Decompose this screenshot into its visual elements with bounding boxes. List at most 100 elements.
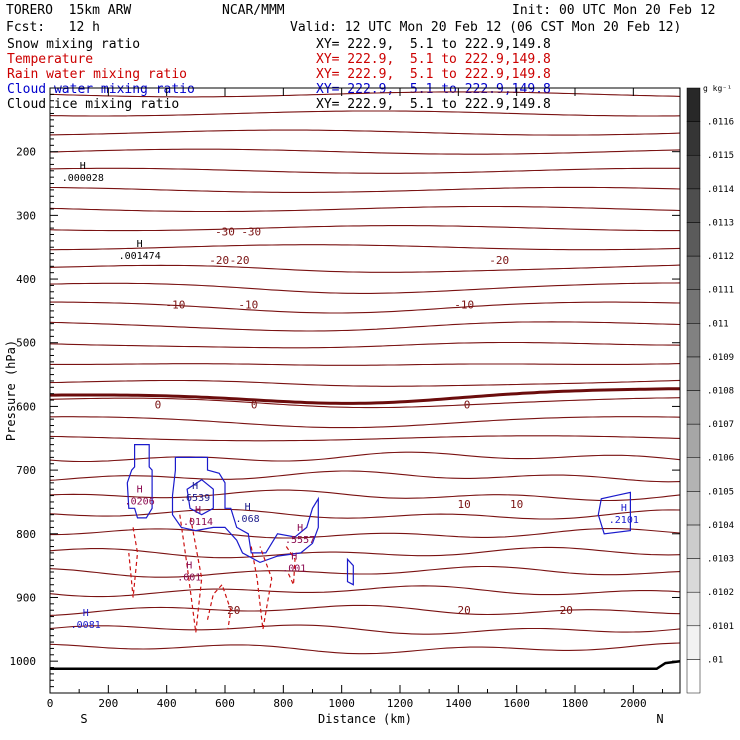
isotherm-label: -20 xyxy=(489,254,509,267)
temperature-contour xyxy=(50,301,681,314)
x-tick-label: 1000 xyxy=(328,697,355,710)
temperature-contour xyxy=(49,470,681,483)
temperature-contour xyxy=(49,642,681,655)
temperature-contour xyxy=(49,205,681,213)
colorbar-bin xyxy=(686,591,701,627)
maximum-marker: H xyxy=(245,502,251,513)
field-name: Temperature xyxy=(7,52,94,67)
field-section-coords: XY= 222.9, 5.1 to 222.9,149.8 xyxy=(316,37,551,52)
center-label: NCAR/MMM xyxy=(222,3,285,18)
field-section-coords: XY= 222.9, 5.1 to 222.9,149.8 xyxy=(316,97,551,112)
temperature-contour xyxy=(49,379,681,387)
valid-time: Valid: 12 UTC Mon 20 Feb 12 (06 CST Mon … xyxy=(290,20,682,35)
isotherm-label: -20 xyxy=(209,254,229,267)
temperature-contour xyxy=(49,129,681,136)
rain-water-contour xyxy=(285,546,296,585)
colorbar-tick-label: .0112 xyxy=(707,252,734,262)
plot-frame xyxy=(49,87,681,694)
isotherm-label: -10 xyxy=(238,299,258,312)
field-section-coords: XY= 222.9, 5.1 to 222.9,149.8 xyxy=(316,67,551,82)
temperature-contour xyxy=(50,528,681,539)
x-tick-label: 1800 xyxy=(562,697,589,710)
colorbar-bin xyxy=(686,188,701,223)
temperature-contour xyxy=(49,604,681,616)
x-axis-label: Distance (km) xyxy=(318,712,412,726)
colorbar-tick-label: .0102 xyxy=(707,588,734,598)
colorbar-bin xyxy=(686,659,701,694)
maximum-marker: H xyxy=(192,481,198,492)
colorbar-tick-label: .0106 xyxy=(707,454,734,464)
maximum-value: .001 xyxy=(282,564,306,575)
colorbar-bin xyxy=(686,154,701,190)
maximum-value: .2101 xyxy=(609,515,639,526)
isotherm-label: 20 xyxy=(227,604,240,617)
rain-water-contour xyxy=(128,527,139,598)
maximum-value: .0081 xyxy=(71,620,101,631)
colorbar-bin xyxy=(686,524,701,559)
colorbar-tick-label: .0108 xyxy=(707,387,734,397)
x-tick-label: 400 xyxy=(157,697,177,710)
isotherm-label: -10 xyxy=(454,299,474,312)
model-title: TORERO 15km ARW xyxy=(6,3,132,18)
y-tick-label: 300 xyxy=(16,209,36,222)
forecast-hour: Fcst: 12 h xyxy=(6,20,100,35)
field-name: Rain water mixing ratio xyxy=(7,67,188,82)
temperature-contour xyxy=(49,91,681,98)
init-time: Init: 00 UTC Mon 20 Feb 12 xyxy=(512,3,716,18)
rain-water-contour xyxy=(206,583,232,630)
isotherm-label: 0 xyxy=(464,399,471,412)
maximum-marker: H xyxy=(291,552,297,563)
maximum-marker: H xyxy=(80,161,86,172)
temperature-contour xyxy=(49,282,681,294)
temperature-contour xyxy=(49,264,681,273)
temperature-contour xyxy=(49,225,680,232)
colorbar-tick-label: .0109 xyxy=(707,353,734,363)
colorbar-bin xyxy=(686,289,701,324)
isotherm-label: 0 xyxy=(155,399,162,412)
temperature-contour xyxy=(49,167,680,174)
maximum-value: .0206 xyxy=(125,497,155,508)
isotherm-label: 20 xyxy=(560,604,573,617)
colorbar-tick-label: .0104 xyxy=(707,521,734,531)
cloud-water-contour xyxy=(346,557,354,586)
rain-water-contour xyxy=(250,546,273,630)
isotherm-label: 0 xyxy=(251,399,258,412)
colorbar-tick-label: .0111 xyxy=(707,286,734,296)
temperature-contour xyxy=(49,110,681,117)
colorbar-tick-label: .0101 xyxy=(707,622,734,632)
y-tick-label: 800 xyxy=(16,528,36,541)
colorbar-bin xyxy=(686,558,701,593)
colorbar-tick-label: .0114 xyxy=(707,185,734,195)
isotherm-label: 10 xyxy=(510,498,523,511)
maximum-value: .068 xyxy=(236,514,260,525)
terrain-surface xyxy=(50,659,681,671)
colorbar-bin xyxy=(686,625,701,660)
south-end-label: S xyxy=(80,712,87,726)
field-name: Cloud water mixing ratio xyxy=(7,82,195,97)
colorbar-tick-label: .0113 xyxy=(707,218,734,228)
x-tick-label: 2000 xyxy=(620,697,647,710)
colorbar-bin xyxy=(686,255,701,290)
colorbar-bin xyxy=(686,423,701,458)
colorbar-tick-label: .0107 xyxy=(707,420,734,430)
maximum-value: .001474 xyxy=(119,251,161,262)
maximum-marker: H xyxy=(195,505,201,516)
temperature-contour xyxy=(49,508,681,520)
temperature-contour xyxy=(49,489,681,502)
colorbar-bin xyxy=(686,87,701,122)
maximum-marker: H xyxy=(621,503,627,514)
cloud-water-contour xyxy=(597,491,631,535)
colorbar-bin xyxy=(686,491,701,526)
temperature-contour xyxy=(50,416,681,429)
field-name: Cloud ice mixing ratio xyxy=(7,97,180,112)
isotherm-label: -30 xyxy=(241,225,261,238)
colorbar-bin xyxy=(686,121,701,156)
colorbar-tick-label: .0116 xyxy=(707,118,734,128)
x-tick-label: 800 xyxy=(273,697,293,710)
field-section-coords: XY= 222.9, 5.1 to 222.9,149.8 xyxy=(316,52,551,67)
temperature-contour xyxy=(49,321,681,332)
colorbar-bin xyxy=(686,457,701,492)
colorbar-bin xyxy=(686,390,701,425)
colorbar: .01 .0101 .0102 .0103 .0104 .0105 .0106 .0107 .0… xyxy=(686,84,734,694)
temperature-contour xyxy=(50,363,681,366)
